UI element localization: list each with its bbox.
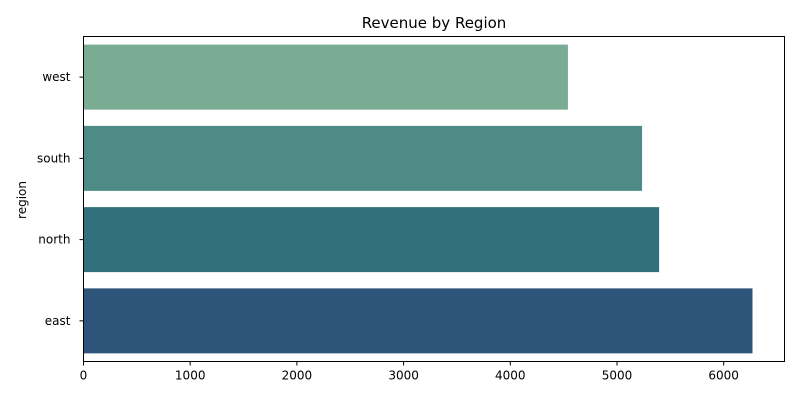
x-tick-label: 5000	[602, 369, 633, 383]
y-tick-label: south	[37, 151, 71, 165]
x-tick-label: 6000	[708, 369, 739, 383]
bar-west	[83, 44, 568, 110]
y-tick-label: west	[42, 70, 70, 84]
bar-east	[83, 288, 753, 354]
bar-north	[83, 207, 660, 273]
y-axis-ticks: west south north east	[37, 70, 84, 328]
y-tick-label: east	[45, 314, 71, 328]
x-axis-ticks: 0 1000 2000 3000 4000 5000 6000	[80, 361, 739, 383]
x-tick-label: 2000	[282, 369, 313, 383]
y-axis-label: region	[15, 181, 29, 219]
chart-title: Revenue by Region	[362, 14, 507, 32]
bar-south	[83, 125, 643, 191]
x-tick-label: 4000	[495, 369, 526, 383]
x-tick-label: 0	[80, 369, 88, 383]
bars-group	[83, 44, 753, 354]
y-tick-label: north	[38, 233, 70, 247]
x-tick-label: 1000	[175, 369, 206, 383]
x-tick-label: 3000	[388, 369, 419, 383]
plot-frame	[83, 36, 785, 362]
